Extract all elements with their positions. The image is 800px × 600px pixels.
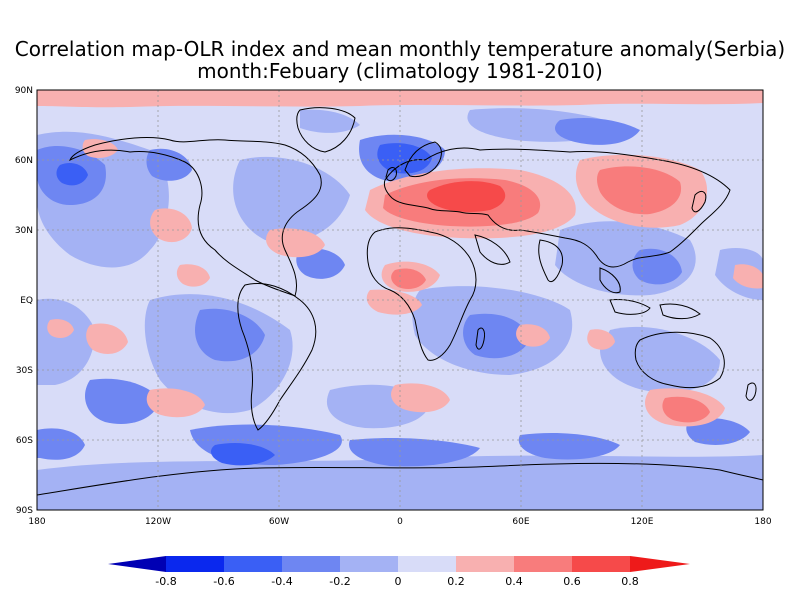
colorbar-label: -0.8 xyxy=(155,575,176,588)
coastlines xyxy=(37,107,763,496)
lat-label: 90N xyxy=(15,86,33,96)
colorbar-box xyxy=(572,556,630,572)
colorbar-label: 0.6 xyxy=(563,575,581,588)
lon-label: 180 xyxy=(28,517,45,527)
colorbar-label: 0.2 xyxy=(447,575,465,588)
colorbar-box xyxy=(456,556,514,572)
map-frame xyxy=(36,89,764,511)
colorbar-arrow-max xyxy=(630,556,690,572)
lat-label: 60N xyxy=(15,156,33,166)
colorbar-label: 0 xyxy=(395,575,402,588)
colorbar-label: 0.4 xyxy=(505,575,523,588)
graticule xyxy=(37,90,763,510)
colorbar-box xyxy=(340,556,398,572)
lat-label: EQ xyxy=(20,296,33,306)
colorbar-label: -0.4 xyxy=(271,575,292,588)
lon-label: 180 xyxy=(754,517,771,527)
strong-negative-areas xyxy=(56,143,432,466)
colorbar-arrow-min xyxy=(108,556,166,572)
lon-label: 120W xyxy=(145,517,171,527)
lon-label: 60W xyxy=(269,517,289,527)
colorbar-label: -0.6 xyxy=(213,575,234,588)
colorbar-label: -0.2 xyxy=(329,575,350,588)
longitude-labels: 180 120W 60W 0 60E 120E 180 xyxy=(28,517,771,527)
colorbar: -0.8 -0.6 -0.4 -0.2 0 0.2 0.4 0.6 0.8 xyxy=(108,556,690,588)
map-title-line2: month:Febuary (climatology 1981-2010) xyxy=(197,59,603,83)
colorbar-box xyxy=(282,556,340,572)
latitude-labels: 90N 60N 30N EQ 30S 60S 90S xyxy=(15,86,33,516)
colorbar-label: 0.8 xyxy=(621,575,639,588)
colorbar-box xyxy=(224,556,282,572)
lon-label: 120E xyxy=(631,517,654,527)
strong-positive-areas xyxy=(427,181,506,213)
lon-label: 60E xyxy=(512,517,529,527)
map-title-line1: Correlation map-OLR index and mean month… xyxy=(14,37,786,61)
lat-label: 30S xyxy=(16,366,33,376)
lat-label: 30N xyxy=(15,226,33,236)
lat-label: 60S xyxy=(16,436,33,446)
colorbar-box xyxy=(398,556,456,572)
colorbar-box xyxy=(166,556,224,572)
lon-label: 0 xyxy=(397,517,403,527)
colorbar-box xyxy=(514,556,572,572)
lat-label: 90S xyxy=(16,506,33,516)
